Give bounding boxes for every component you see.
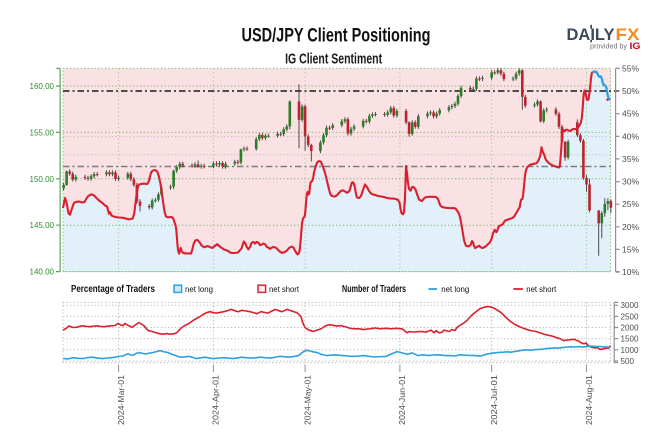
svg-text:155.00: 155.00 — [30, 127, 55, 137]
svg-text:145.00: 145.00 — [30, 220, 55, 230]
svg-text:30%: 30% — [622, 177, 639, 187]
svg-text:FX: FX — [616, 26, 640, 44]
svg-text:35%: 35% — [622, 154, 639, 164]
svg-text:2024-Jun-01: 2024-Jun-01 — [397, 375, 407, 425]
svg-text:Number of Traders: Number of Traders — [342, 284, 406, 295]
svg-text:net long: net long — [441, 284, 469, 294]
svg-text:2500: 2500 — [621, 311, 639, 321]
svg-text:2024-Mar-01: 2024-Mar-01 — [116, 375, 126, 425]
svg-text:500: 500 — [621, 356, 635, 366]
svg-text:net short: net short — [526, 284, 557, 294]
svg-text:1000: 1000 — [621, 345, 639, 355]
svg-text:50%: 50% — [622, 86, 639, 96]
svg-text:2024-Apr-01: 2024-Apr-01 — [211, 375, 221, 425]
svg-text:DAILY: DAILY — [567, 26, 615, 44]
svg-text:150.00: 150.00 — [30, 174, 55, 184]
svg-text:10%: 10% — [622, 267, 639, 277]
svg-text:25%: 25% — [622, 199, 639, 209]
svg-text:20%: 20% — [622, 222, 639, 232]
svg-text:net short: net short — [269, 284, 300, 294]
svg-text:2024-Aug-01: 2024-Aug-01 — [584, 375, 594, 425]
svg-text:Percentage of Traders: Percentage of Traders — [71, 284, 155, 295]
svg-text:IG: IG — [630, 41, 641, 51]
svg-text:USD/JPY Client Positioning: USD/JPY Client Positioning — [242, 24, 431, 46]
svg-text:provided by: provided by — [590, 44, 627, 51]
svg-text:15%: 15% — [622, 244, 639, 254]
svg-text:2000: 2000 — [621, 323, 639, 333]
svg-text:2024-Jul-01: 2024-Jul-01 — [489, 375, 499, 425]
svg-text:1500: 1500 — [621, 334, 639, 344]
svg-text:55%: 55% — [622, 63, 639, 73]
svg-text:40%: 40% — [622, 131, 639, 141]
svg-text:140.00: 140.00 — [30, 267, 55, 277]
svg-text:160.00: 160.00 — [30, 81, 55, 91]
svg-text:net long: net long — [185, 284, 213, 294]
svg-text:3000: 3000 — [621, 300, 639, 310]
svg-text:2024-May-01: 2024-May-01 — [302, 375, 312, 425]
svg-text:IG Client Sentiment: IG Client Sentiment — [285, 52, 382, 68]
svg-text:45%: 45% — [622, 109, 639, 119]
